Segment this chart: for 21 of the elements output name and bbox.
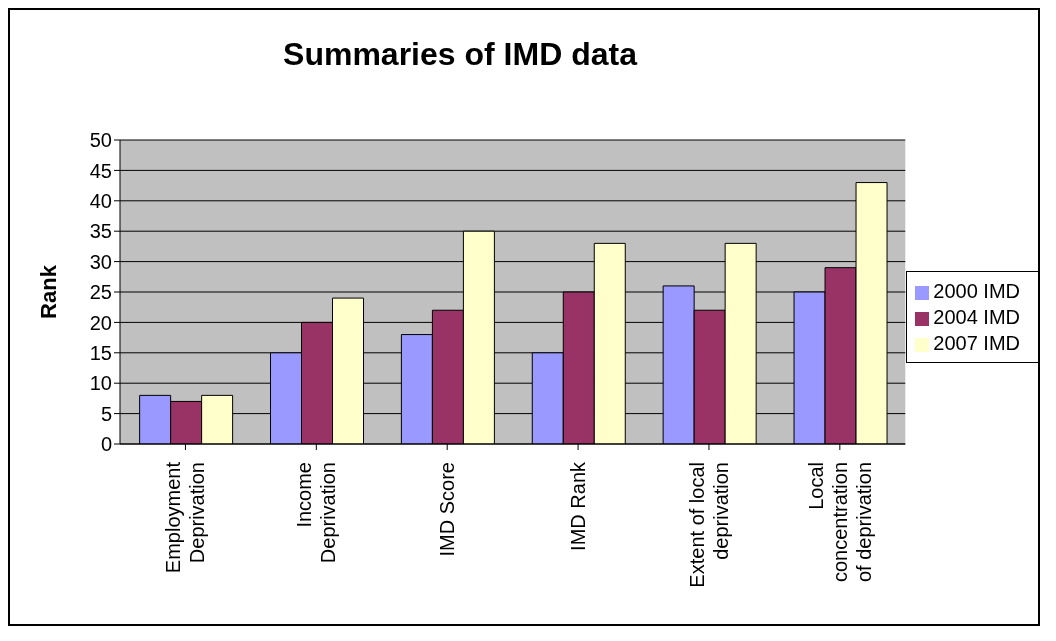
y-tick-label: 10 xyxy=(89,372,112,395)
y-tick-label: 35 xyxy=(89,220,112,243)
chart-title: Summaries of IMD data xyxy=(282,36,639,73)
y-tick-label: 40 xyxy=(89,189,112,212)
y-tick-label: 25 xyxy=(89,281,112,304)
legend-label: 2007 IMD xyxy=(933,332,1020,354)
y-tick-label: 45 xyxy=(89,159,112,182)
x-tick-label: IMD Score xyxy=(436,462,459,557)
x-tick-label: Income Deprivation xyxy=(293,462,340,564)
x-tick-label: Extent of local deprivation xyxy=(685,462,732,588)
legend-label: 2004 IMD xyxy=(933,306,1020,328)
legend-label: 2000 IMD xyxy=(933,280,1020,302)
y-tick-label: 50 xyxy=(89,129,112,152)
x-tick-label: IMD Rank xyxy=(567,461,590,551)
y-tick-label: 0 xyxy=(100,433,112,456)
y-tick-label: 5 xyxy=(100,402,112,425)
y-axis-title: Rank xyxy=(35,264,61,319)
y-tick-label: 15 xyxy=(89,341,112,364)
y-tick-label: 30 xyxy=(89,250,112,273)
x-tick-label: Employment Deprivation xyxy=(162,461,209,574)
y-tick-label: 20 xyxy=(89,311,112,334)
